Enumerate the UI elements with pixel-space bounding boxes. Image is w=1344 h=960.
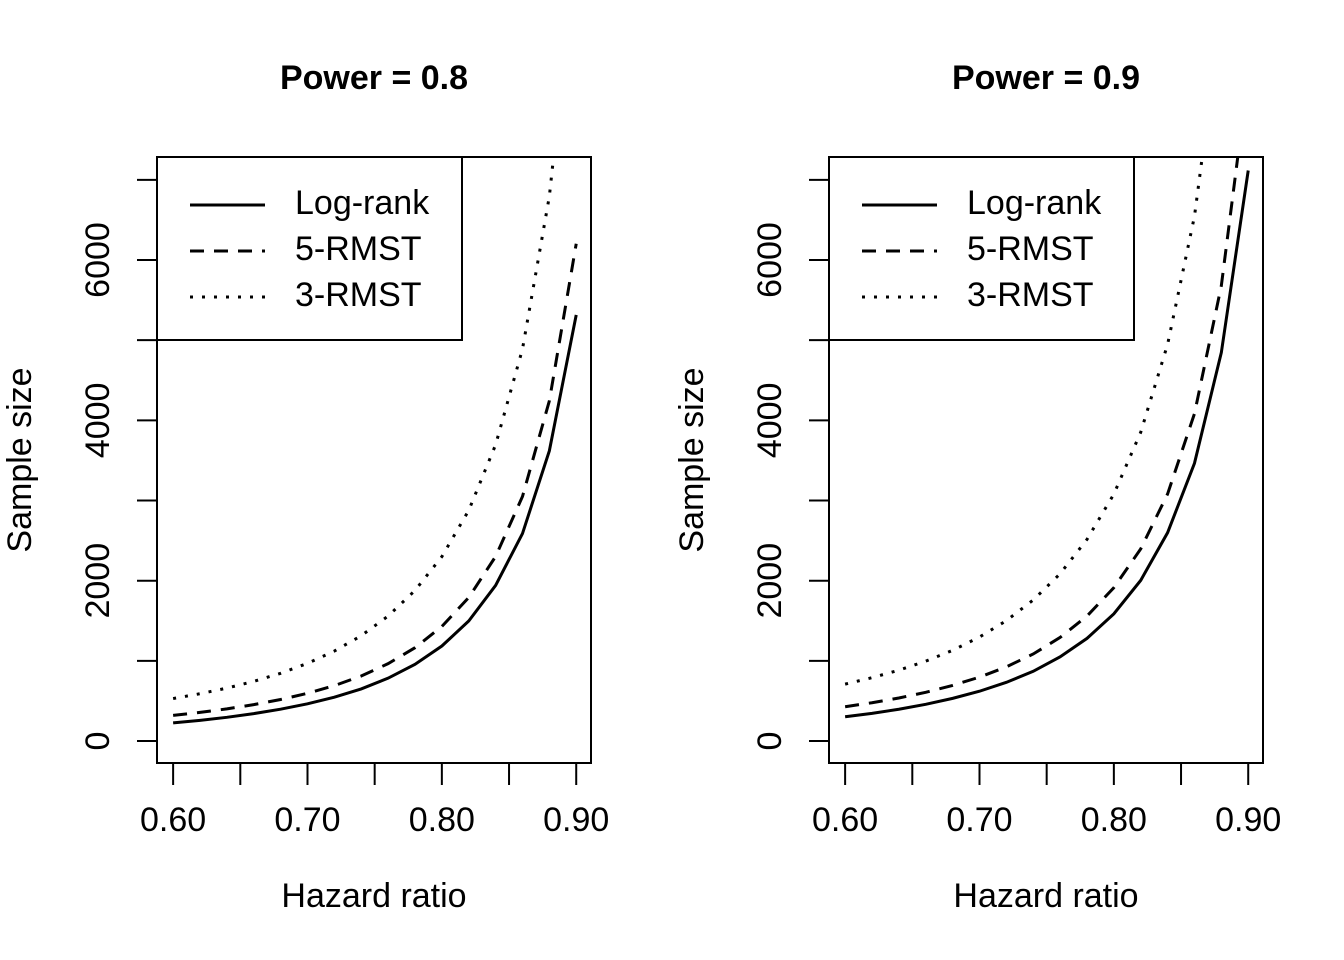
chart-title: Power = 0.8 <box>280 59 468 97</box>
series-line <box>172 314 578 725</box>
series-line <box>172 243 578 717</box>
x-tick-label: 0.90 <box>543 801 609 839</box>
legend-label: 5-RMST <box>967 230 1094 268</box>
panel: Power = 0.9 Hazard ratio Sample size 0.60 0.… <box>673 59 1281 915</box>
legend-label: Log-rank <box>295 184 430 222</box>
x-tick-label: 0.80 <box>1081 801 1147 839</box>
series-line <box>844 170 1250 719</box>
legend-box <box>156 156 463 341</box>
y-tick-label: 2000 <box>751 543 789 619</box>
x-tick-label: 0.80 <box>409 801 475 839</box>
y-axis-label: Sample size <box>1 367 39 552</box>
y-tick-label: 4000 <box>751 383 789 459</box>
legend-label: Log-rank <box>967 184 1102 222</box>
x-axis-label: Hazard ratio <box>281 877 466 915</box>
x-tick-label: 0.90 <box>1215 801 1281 839</box>
y-tick-label: 2000 <box>79 543 117 619</box>
y-tick-label: 6000 <box>751 222 789 298</box>
y-axis-label: Sample size <box>673 367 711 552</box>
x-tick-label: 0.60 <box>812 801 878 839</box>
legend-label: 3-RMST <box>295 276 422 314</box>
y-tick-label: 6000 <box>79 222 117 298</box>
y-tick-label: 0 <box>751 732 789 751</box>
series-line <box>172 157 556 701</box>
legend-label: 5-RMST <box>295 230 422 268</box>
chart-title: Power = 0.9 <box>952 59 1140 97</box>
series-line <box>844 157 1204 686</box>
x-tick-label: 0.70 <box>946 801 1012 839</box>
x-tick-label: 0.60 <box>140 801 206 839</box>
y-tick-label: 4000 <box>79 383 117 459</box>
y-tick-label: 0 <box>79 732 117 751</box>
x-tick-label: 0.70 <box>274 801 340 839</box>
legend-label: 3-RMST <box>967 276 1094 314</box>
panel: Power = 0.8 Hazard ratio Sample size 0.60 0.… <box>1 59 609 915</box>
legend-box <box>828 156 1135 341</box>
x-axis-label: Hazard ratio <box>953 877 1138 915</box>
